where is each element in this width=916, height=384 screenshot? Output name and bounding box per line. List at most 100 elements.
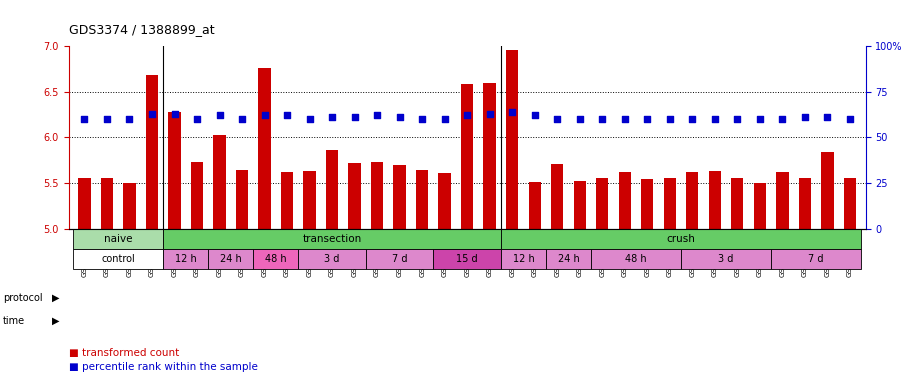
Text: ■ percentile rank within the sample: ■ percentile rank within the sample [69,362,257,372]
Point [77,116,92,122]
Bar [461,83,474,228]
Text: 3 d: 3 d [324,254,340,264]
Bar [163,228,501,249]
Point [213,113,227,119]
Point [483,111,497,117]
Point [528,113,542,119]
Bar [73,228,163,249]
Bar [799,177,811,228]
Bar [731,179,744,228]
Bar [394,165,406,228]
Bar [821,152,834,228]
Bar [416,170,429,228]
Point [460,113,474,119]
Point [594,116,609,122]
Bar [101,177,114,228]
Text: GDS3374 / 1388899_at: GDS3374 / 1388899_at [69,23,214,36]
Point [168,111,182,117]
Text: 24 h: 24 h [558,254,579,264]
Point [820,114,834,120]
Bar [371,162,383,228]
Text: 12 h: 12 h [513,254,534,264]
Bar [146,75,158,228]
Point [707,116,722,122]
Bar [618,172,631,228]
Text: ■ transformed count: ■ transformed count [69,348,179,358]
Bar [326,150,338,228]
Point [279,113,294,119]
Text: ▶: ▶ [52,316,60,326]
Text: naive: naive [104,234,133,244]
Text: 48 h: 48 h [265,254,287,264]
Bar [681,249,771,269]
Bar [163,249,208,269]
Text: 7 d: 7 d [392,254,408,264]
Point [302,116,317,122]
Bar [506,50,518,228]
Bar [596,179,608,228]
Bar [501,249,546,269]
Bar [501,228,861,249]
Point [843,116,857,122]
Bar [551,164,563,228]
Bar [235,170,248,228]
Bar [754,183,766,228]
Point [122,116,136,122]
Text: 3 d: 3 d [718,254,734,264]
Point [234,116,249,122]
Bar [299,249,365,269]
Bar [529,182,540,228]
Bar [484,83,496,228]
Bar [303,171,316,228]
Text: 12 h: 12 h [175,254,197,264]
Text: control: control [102,254,135,264]
Bar [365,249,433,269]
Bar [281,172,293,228]
Point [752,116,767,122]
Text: crush: crush [667,234,695,244]
Bar [546,249,591,269]
Bar [258,68,271,228]
Point [617,116,632,122]
Text: 15 d: 15 d [456,254,478,264]
Point [685,116,700,122]
Text: ▶: ▶ [52,293,60,303]
Bar [254,249,299,269]
Bar [213,135,225,228]
Point [437,116,452,122]
Bar [73,249,163,269]
Bar [169,112,180,228]
Bar [591,249,681,269]
Text: 7 d: 7 d [808,254,823,264]
Point [415,116,430,122]
Point [100,116,114,122]
Point [640,116,655,122]
Text: 24 h: 24 h [220,254,242,264]
Point [347,114,362,120]
Text: protocol: protocol [3,293,42,303]
Point [257,113,272,119]
Point [325,114,340,120]
Point [550,116,564,122]
Point [190,116,204,122]
Bar [686,172,699,228]
Point [572,116,587,122]
Text: transection: transection [302,234,362,244]
Bar [208,249,254,269]
Point [145,111,159,117]
Point [775,116,790,122]
Bar [771,249,861,269]
Point [370,113,385,119]
Bar [191,162,203,228]
Bar [663,179,676,228]
Bar [641,179,653,228]
Point [392,114,407,120]
Bar [709,171,721,228]
Bar [124,183,136,228]
Text: time: time [3,316,25,326]
Bar [439,173,451,228]
Text: 48 h: 48 h [626,254,647,264]
Bar [78,177,91,228]
Bar [844,179,856,228]
Bar [433,249,501,269]
